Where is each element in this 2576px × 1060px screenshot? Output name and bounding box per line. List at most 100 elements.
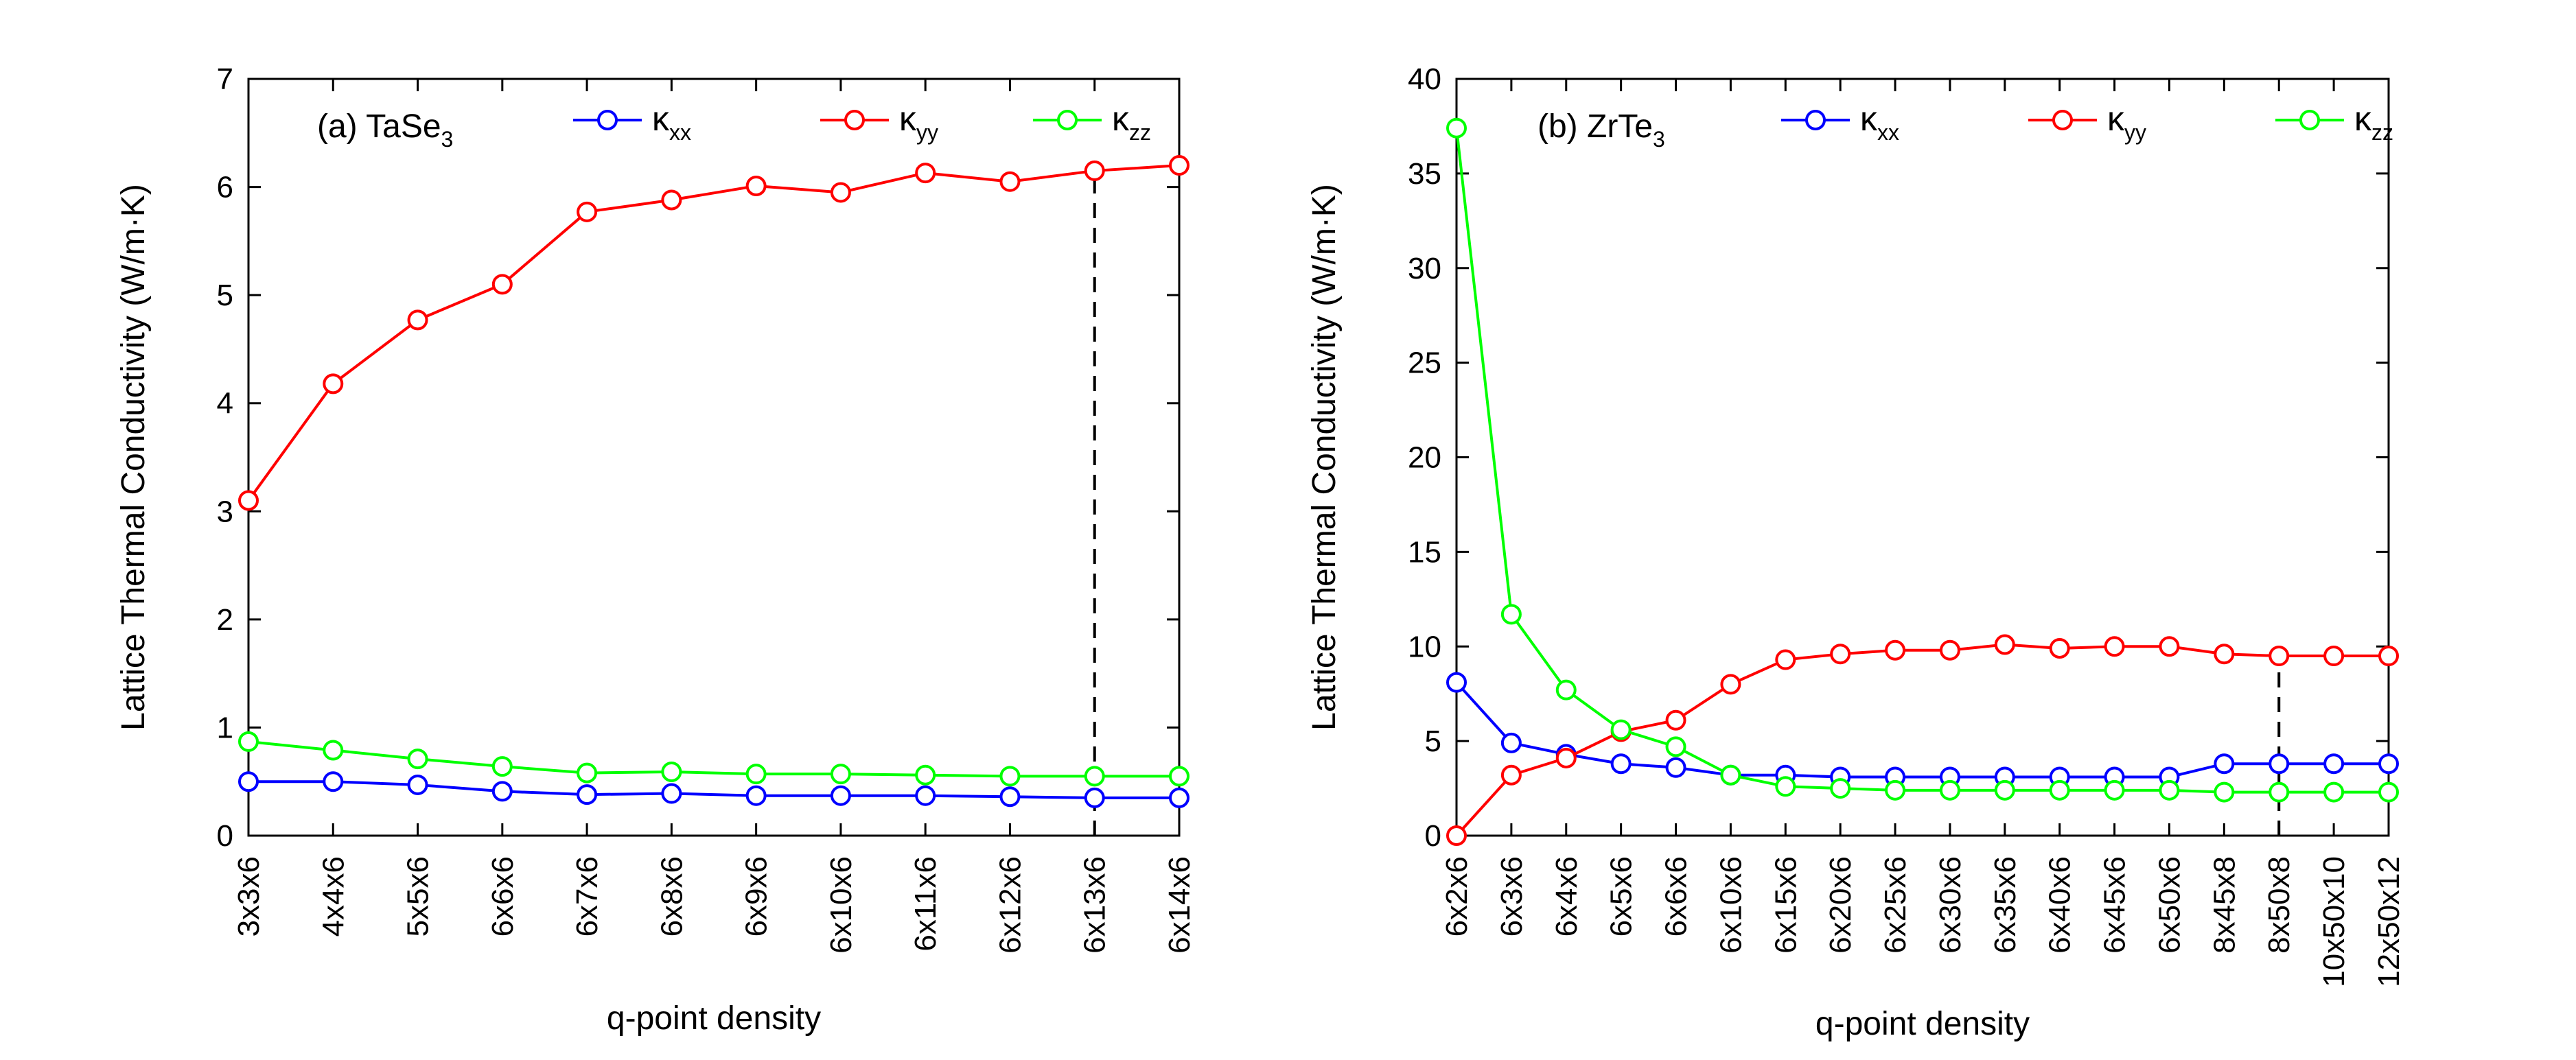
- panel-label-text: (a) TaSe: [317, 108, 441, 145]
- legend-subscript: yy: [916, 120, 938, 145]
- data-point-yy: [577, 201, 598, 222]
- series-line-yy: [247, 164, 1180, 502]
- panel-label: (a) TaSe3: [317, 108, 453, 152]
- x-tick-label: 6x10x6: [1714, 856, 1748, 954]
- data-point-yy: [1775, 649, 1796, 670]
- legend-subscript: xx: [1877, 120, 1899, 145]
- data-point-zz: [491, 756, 513, 777]
- data-point-zz: [1610, 719, 1632, 740]
- data-point-yy: [745, 175, 767, 196]
- data-point-xx: [2268, 753, 2290, 775]
- data-point-yy: [1665, 709, 1686, 731]
- data-point-zz: [915, 764, 936, 786]
- data-point-yy: [2214, 644, 2235, 665]
- data-point-xx: [491, 781, 513, 802]
- legend-marker: [597, 110, 618, 130]
- y-tick-label: 4: [217, 387, 233, 421]
- y-tick-label: 5: [217, 279, 233, 312]
- x-tick-label: 6x9x6: [740, 856, 774, 937]
- data-point-zz: [2323, 781, 2345, 803]
- data-point-yy: [1830, 644, 1851, 665]
- data-point-zz: [2159, 779, 2180, 801]
- legend-kappa: κ: [1860, 99, 1878, 138]
- plot-frame: [247, 78, 1181, 837]
- y-tick-label: 20: [1408, 441, 1441, 475]
- x-tick-label: 6x30x6: [1934, 856, 1967, 954]
- legend-entry: κzz: [2354, 99, 2393, 145]
- data-point-yy: [407, 309, 428, 331]
- data-point-zz: [407, 749, 428, 770]
- x-tick-label: 6x2x6: [1440, 856, 1474, 937]
- y-tick-label: 0: [217, 819, 233, 853]
- x-tick-label: 6x4x6: [1550, 856, 1583, 937]
- x-tick-label: 6x20x6: [1824, 856, 1857, 954]
- data-point-yy: [830, 182, 851, 203]
- panel-label-subscript: 3: [1653, 127, 1665, 152]
- data-point-zz: [2214, 781, 2235, 803]
- data-point-zz: [1446, 117, 1467, 139]
- data-point-zz: [2268, 781, 2290, 803]
- y-tick-label: 40: [1408, 62, 1441, 96]
- data-point-zz: [1500, 604, 1522, 625]
- x-tick-label: 12x50x12: [2372, 856, 2406, 987]
- legend-marker: [1805, 110, 1826, 130]
- x-tick-label: 6x25x6: [1879, 856, 1912, 954]
- x-tick-label: 6x8x6: [655, 856, 688, 937]
- legend-entry: κxx: [652, 99, 691, 145]
- y-tick-label: 6: [217, 171, 233, 204]
- x-tick-label: 6x14x6: [1163, 856, 1196, 954]
- data-point-zz: [577, 762, 598, 784]
- y-tick-label: 30: [1408, 252, 1441, 285]
- x-tick-label: 6x5x6: [1605, 856, 1638, 937]
- legend-subscript: zz: [1129, 120, 1151, 145]
- x-tick-label: 6x13x6: [1078, 856, 1112, 954]
- x-tick-label: 3x3x6: [232, 856, 266, 937]
- y-axis-title: Lattice Thermal Conductivity (W/m·K): [115, 184, 152, 731]
- x-tick-label: 10x50x10: [2317, 856, 2351, 987]
- legend-marker: [844, 110, 865, 130]
- data-point-zz: [1939, 779, 1960, 801]
- legend-subscript: xx: [669, 120, 691, 145]
- data-point-xx: [999, 786, 1021, 808]
- legend-kappa: κ: [899, 99, 917, 138]
- legend-subscript: zz: [2371, 120, 2393, 145]
- data-point-xx: [661, 783, 682, 804]
- data-point-yy: [2104, 636, 2125, 657]
- data-point-yy: [1994, 634, 2015, 655]
- data-point-yy: [999, 171, 1021, 192]
- y-tick-label: 3: [217, 495, 233, 528]
- legend-subscript: yy: [2124, 120, 2146, 145]
- data-point-zz: [1885, 779, 1906, 801]
- data-point-xx: [2214, 753, 2235, 775]
- data-point-zz: [830, 764, 851, 785]
- data-point-zz: [1720, 764, 1741, 786]
- y-tick-label: 35: [1408, 157, 1441, 191]
- legend-kappa: κ: [2107, 99, 2125, 138]
- y-tick-label: 0: [1425, 819, 1441, 853]
- data-point-xx: [407, 774, 428, 795]
- data-point-xx: [745, 785, 767, 806]
- legend-entry: κyy: [2107, 99, 2146, 145]
- data-point-zz: [1084, 766, 1105, 787]
- y-axis-title: Lattice Thermal Conductivity (W/m·K): [1306, 184, 1343, 731]
- x-tick-label: 6x3x6: [1495, 856, 1529, 937]
- y-tick-label: 15: [1408, 535, 1441, 569]
- data-point-xx: [1610, 753, 1632, 775]
- x-tick-label: 5x5x6: [402, 856, 435, 937]
- legend-kappa: κ: [652, 99, 670, 138]
- x-tick-label: 6x7x6: [570, 856, 604, 937]
- data-point-xx: [238, 771, 259, 792]
- legend-kappa: κ: [1112, 99, 1130, 138]
- data-point-zz: [2049, 779, 2070, 801]
- data-point-zz: [999, 766, 1021, 787]
- data-point-zz: [661, 762, 682, 783]
- legend-marker: [2052, 110, 2073, 130]
- data-point-xx: [1665, 757, 1686, 778]
- data-point-zz: [2378, 781, 2399, 803]
- chart-panel-a: 0 1 2 3 4 5 6 7 3x3x6 4x4x6 5x5x6 6x6x6 6x7x6 6x8x6 6x…: [115, 62, 1196, 1037]
- data-point-yy: [2049, 638, 2070, 659]
- data-point-xx: [1169, 787, 1190, 808]
- y-tick-label: 10: [1408, 630, 1441, 663]
- data-point-xx: [323, 771, 344, 792]
